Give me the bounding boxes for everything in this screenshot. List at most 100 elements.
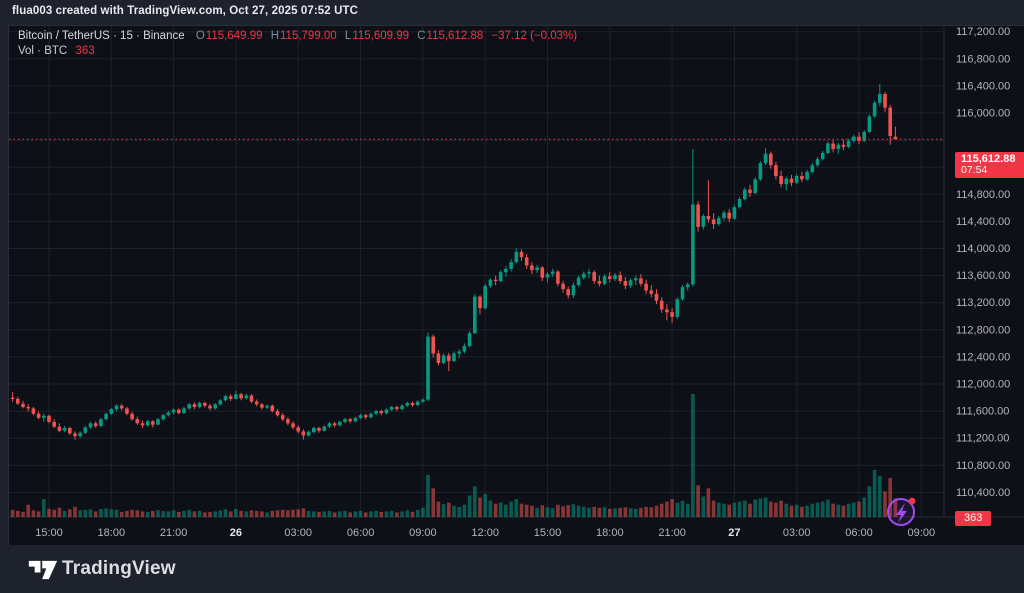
volume-bar: [473, 486, 477, 517]
candle-body: [732, 207, 737, 219]
candle-body: [296, 427, 300, 432]
volume-label[interactable]: Vol · BTC: [18, 44, 68, 57]
time-axis-label[interactable]: 15:00: [534, 527, 562, 539]
price-axis-label[interactable]: 110,800.00: [956, 460, 1010, 472]
candle-body: [576, 277, 581, 286]
price-axis-label[interactable]: 116,000.00: [956, 108, 1010, 120]
price-axis-label[interactable]: 113,200.00: [956, 297, 1010, 309]
last-price-value: 115,612.88: [961, 153, 1016, 165]
volume-bar: [758, 498, 763, 517]
price-axis-label[interactable]: 111,600.00: [956, 406, 1009, 418]
candle-body: [488, 279, 493, 286]
volume-bar: [852, 502, 856, 517]
volume-bar: [769, 501, 773, 517]
candle-body: [623, 281, 628, 286]
time-axis-label[interactable]: 09:00: [908, 527, 936, 539]
price-axis-label[interactable]: 113,600.00: [956, 270, 1010, 282]
candle-body: [197, 403, 202, 408]
candle-body: [846, 140, 851, 147]
candle-body: [717, 218, 721, 225]
time-axis-label[interactable]: 06:00: [845, 527, 873, 539]
candle-body: [883, 94, 887, 108]
time-axis-label[interactable]: 26: [230, 527, 242, 539]
volume-bar: [550, 508, 555, 517]
volume-bar: [706, 488, 711, 517]
time-axis-label[interactable]: 09:00: [409, 527, 437, 539]
volume-bar: [623, 507, 628, 517]
volume-bar: [218, 510, 223, 517]
time-axis-label[interactable]: 21:00: [658, 527, 686, 539]
candle-body: [794, 176, 799, 183]
chart-legend: Bitcoin / TetherUS · 15 · Binance O115,6…: [18, 29, 577, 58]
volume-bar: [426, 475, 430, 517]
candle-body: [753, 179, 757, 193]
price-axis-label[interactable]: 114,000.00: [956, 243, 1010, 255]
instant-trade-button[interactable]: [887, 497, 916, 526]
volume-bar: [613, 508, 617, 517]
symbol-description[interactable]: Bitcoin / TetherUS · 15 · Binance: [18, 30, 185, 42]
candle-body: [363, 415, 368, 418]
close-value: 115,612.88: [426, 30, 484, 42]
time-axis-label[interactable]: 21:00: [160, 527, 188, 539]
candle-body: [78, 432, 82, 437]
volume-bar: [571, 504, 576, 517]
volume-bar: [478, 497, 482, 517]
candle-body: [280, 415, 285, 420]
price-axis-label[interactable]: 112,400.00: [956, 351, 1010, 363]
volume-bar: [462, 504, 467, 517]
volume-bar: [800, 506, 804, 518]
candle-body: [473, 296, 477, 334]
price-axis-label[interactable]: 117,200.00: [956, 26, 1010, 38]
price-axis-label[interactable]: 112,000.00: [956, 379, 1010, 391]
time-axis-label[interactable]: 03:00: [783, 527, 811, 539]
candle-body: [743, 189, 747, 200]
candle-body: [530, 265, 534, 271]
volume-bar: [421, 507, 425, 517]
volume-bar: [156, 510, 160, 517]
candle-body: [810, 165, 815, 172]
volume-bar: [872, 469, 877, 517]
price-axis-label[interactable]: 110,400.00: [956, 487, 1010, 499]
price-axis-label[interactable]: 112,800.00: [956, 324, 1010, 336]
candle-body: [649, 290, 654, 294]
volume-bar: [99, 508, 103, 517]
time-axis-label[interactable]: 27: [728, 527, 740, 539]
volume-bar: [576, 505, 581, 517]
candle-body: [166, 412, 171, 416]
time-axis-label[interactable]: 15:00: [35, 527, 63, 539]
price-axis-label[interactable]: 114,400.00: [956, 216, 1010, 228]
time-axis-label[interactable]: 03:00: [284, 527, 312, 539]
time-axis-label[interactable]: 18:00: [98, 527, 126, 539]
candle-body: [31, 408, 36, 414]
volume-bar: [639, 507, 643, 517]
time-axis-label[interactable]: 12:00: [471, 527, 499, 539]
volume-bar: [358, 510, 363, 517]
candle-body: [815, 159, 820, 166]
candle-body: [57, 426, 62, 431]
volume-bar: [514, 499, 519, 517]
close-label: C: [417, 30, 426, 42]
tradingview-brand-text[interactable]: TradingView: [62, 558, 176, 579]
volume-bar: [556, 504, 560, 517]
volume-bar: [743, 500, 747, 517]
time-axis-label[interactable]: 06:00: [347, 527, 375, 539]
price-axis-label[interactable]: 116,400.00: [956, 80, 1010, 92]
price-axis-label[interactable]: 114,800.00: [956, 189, 1010, 201]
volume-bar: [249, 510, 254, 517]
candle-body: [10, 397, 15, 399]
volume-bar: [665, 501, 669, 517]
volume-bar: [846, 503, 851, 517]
candle-body: [405, 403, 410, 406]
candle-body: [867, 116, 872, 132]
time-axis-label[interactable]: 18:00: [596, 527, 624, 539]
volume-bar: [10, 509, 15, 517]
volume-bar: [628, 508, 633, 517]
candle-body: [893, 136, 898, 140]
price-axis-label[interactable]: 111,200.00: [956, 433, 1009, 445]
volume-bar: [16, 510, 20, 517]
volume-bar: [374, 510, 378, 517]
price-axis-label[interactable]: 116,800.00: [956, 53, 1010, 65]
candlestick-chart[interactable]: 15:00 18:00 21:00 26 03:00 06:00 09:00 12:00 15:…: [9, 26, 1024, 546]
tradingview-logo-icon[interactable]: [28, 558, 58, 582]
